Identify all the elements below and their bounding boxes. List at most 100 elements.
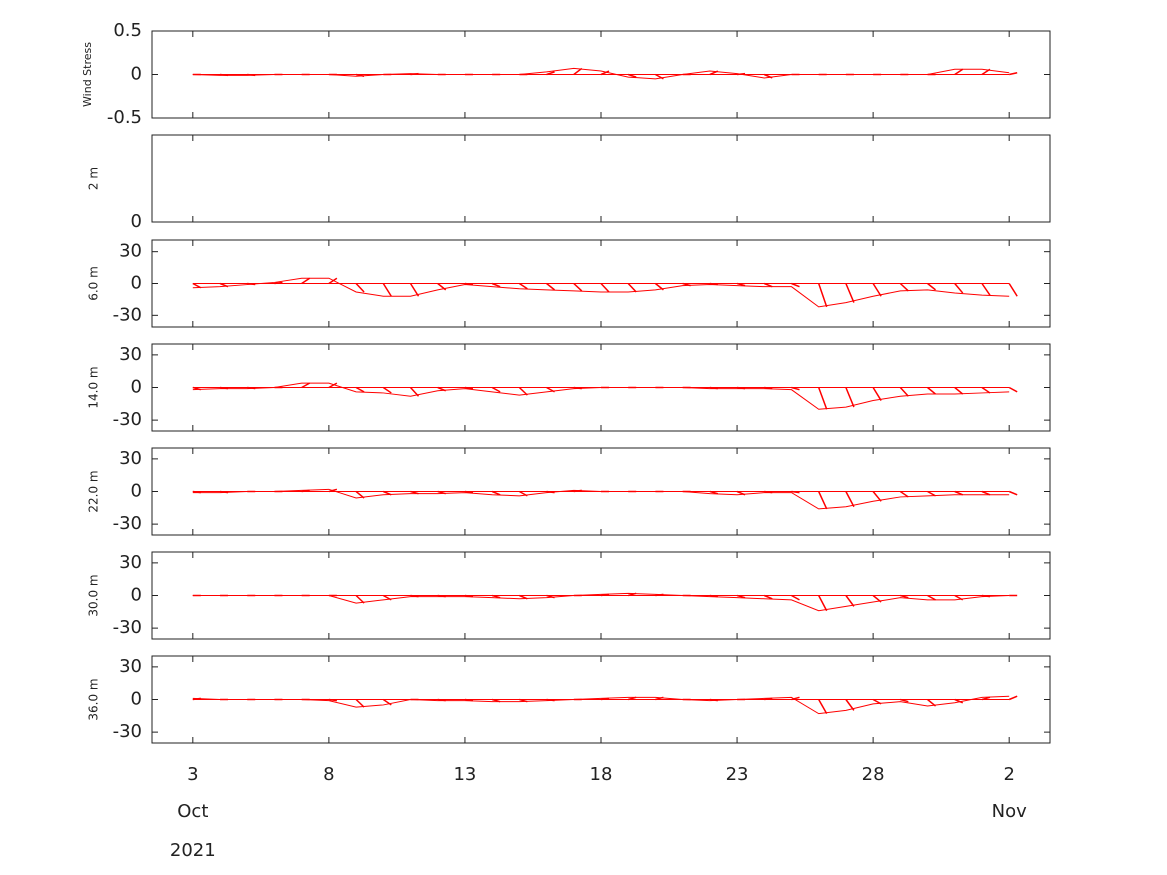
x-tick-label: 3	[187, 764, 198, 785]
y-axis-label: 36.0 m	[87, 678, 101, 720]
x-tick-label: 23	[726, 764, 749, 785]
stick	[763, 282, 773, 288]
y-tick-label: -30	[113, 617, 142, 638]
stick	[437, 282, 447, 291]
stick	[763, 73, 773, 79]
y-tick-label: -30	[113, 513, 142, 534]
stick	[791, 282, 800, 288]
stick	[818, 699, 828, 715]
stick	[791, 594, 800, 601]
stick	[899, 490, 909, 498]
stick	[927, 282, 937, 291]
y-axis-label: 6.0 m	[87, 266, 101, 301]
y-axis-label: 22.0 m	[87, 470, 101, 512]
stick	[981, 386, 991, 394]
x-tick-label: 28	[862, 764, 885, 785]
y-tick-label: 30	[119, 344, 142, 365]
stick	[355, 490, 365, 499]
stick	[519, 594, 528, 600]
stick	[355, 698, 365, 708]
y-tick-label: 30	[119, 448, 142, 469]
stick	[899, 282, 909, 292]
stick	[954, 283, 964, 294]
y-tick-label: 0	[131, 689, 142, 710]
x-month-label: Oct	[177, 801, 208, 822]
stick	[491, 490, 501, 496]
stick	[546, 386, 555, 393]
y-tick-label: 30	[119, 552, 142, 573]
y-axis-label: Wind Stress	[81, 42, 94, 107]
stick-envelope	[192, 67, 1010, 80]
y-tick-label: 30	[119, 656, 142, 677]
y-tick-label: 0	[131, 64, 142, 85]
stick-envelope	[192, 695, 1010, 715]
x-month-label: Nov	[992, 801, 1027, 822]
y-axis-label: 30.0 m	[87, 574, 101, 616]
stick	[409, 386, 420, 397]
stick	[845, 283, 855, 303]
stick	[818, 595, 828, 612]
stick	[383, 490, 392, 496]
stick	[845, 491, 855, 508]
x-tick-label: 18	[590, 764, 613, 785]
y-tick-label: -30	[113, 304, 142, 325]
stick	[491, 282, 501, 288]
stick	[328, 382, 338, 389]
stick	[845, 595, 855, 607]
y-tick-label: 0	[131, 211, 142, 232]
x-year-label: 2021	[170, 840, 216, 861]
stick	[655, 73, 664, 80]
stick	[817, 387, 828, 410]
stick	[845, 387, 855, 408]
stick	[954, 490, 964, 496]
stick	[981, 283, 991, 296]
stick	[872, 594, 882, 603]
stick-envelope	[192, 277, 1010, 308]
stick	[192, 282, 202, 289]
stick-envelope	[192, 488, 1010, 510]
y-tick-label: 0	[131, 585, 142, 606]
stick	[328, 277, 338, 285]
stick	[600, 70, 610, 76]
stick	[872, 698, 882, 705]
stick	[954, 386, 964, 395]
stick	[518, 282, 528, 290]
stick	[927, 698, 937, 707]
stick	[927, 386, 937, 395]
stick	[981, 490, 991, 496]
stick	[382, 386, 392, 394]
stick	[899, 386, 909, 397]
stick	[872, 387, 882, 401]
y-tick-label: -30	[113, 409, 142, 430]
stick	[927, 594, 936, 601]
y-tick-label: 0.5	[113, 20, 142, 41]
x-tick-label: 13	[453, 764, 476, 785]
stick	[627, 282, 637, 293]
stick	[1008, 695, 1018, 701]
stick	[519, 490, 528, 497]
stick	[1008, 283, 1018, 297]
y-tick-label: 30	[119, 241, 142, 262]
stick	[382, 698, 392, 706]
stick	[355, 282, 365, 293]
stick	[872, 491, 882, 502]
stick	[981, 68, 991, 76]
stick	[763, 594, 773, 600]
stick	[600, 282, 610, 293]
stick	[355, 594, 365, 604]
y-axis-label: 2 m	[87, 167, 101, 190]
stick	[736, 490, 746, 496]
stick	[954, 594, 964, 601]
stick	[954, 68, 964, 76]
stick	[872, 283, 882, 297]
y-tick-label: 0	[131, 273, 142, 294]
stick	[573, 67, 583, 76]
stick	[1008, 386, 1018, 393]
stick	[1009, 72, 1018, 76]
stick	[1008, 490, 1018, 496]
stick	[845, 699, 855, 711]
y-tick-label: -0.5	[107, 107, 142, 128]
stick	[437, 386, 447, 392]
stick	[382, 283, 392, 297]
